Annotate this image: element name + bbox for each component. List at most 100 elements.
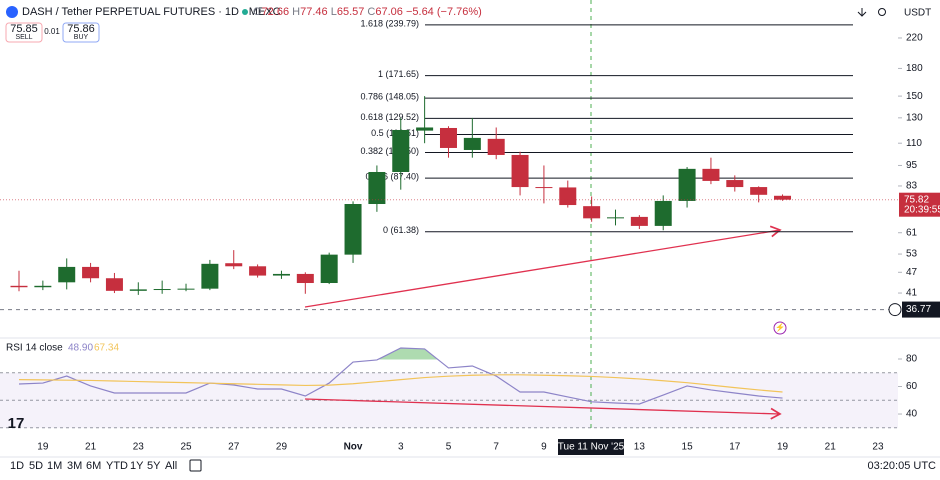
- x-tick-label: 21: [825, 442, 837, 453]
- range-button[interactable]: 5Y: [147, 460, 161, 472]
- x-tick-label: 3: [398, 442, 404, 453]
- range-button[interactable]: 1M: [47, 460, 62, 472]
- range-button[interactable]: 3M: [67, 460, 82, 472]
- fib-label: 0.236 (87.40): [365, 171, 419, 181]
- x-tick-label: 23: [872, 442, 884, 453]
- o-value: 72.66: [262, 6, 290, 18]
- candle-body: [583, 206, 601, 219]
- x-tick-label: Nov: [344, 442, 363, 453]
- sell-price: 75.85: [10, 23, 38, 35]
- x-tick-label: 5: [446, 442, 452, 453]
- c-value: 67.06: [375, 6, 403, 18]
- y-tick-label: 150: [906, 91, 923, 102]
- x-tick-label: 23: [133, 442, 145, 453]
- candle-body: [774, 195, 792, 200]
- candle-body: [726, 180, 744, 188]
- x-tick-label: 27: [228, 442, 240, 453]
- rsi-trend-line[interactable]: [304, 398, 782, 420]
- countdown: 20:39:55: [904, 204, 940, 215]
- candle-body: [439, 127, 457, 148]
- symbol-icon: [6, 6, 18, 18]
- crosshair-price: 36.77: [906, 304, 931, 315]
- rsi-y-tick-label: 80: [906, 354, 918, 365]
- x-tick-label: 13: [634, 442, 646, 453]
- rsi-ma-line: [18, 374, 783, 393]
- l-value: 65.57: [337, 6, 365, 18]
- range-button[interactable]: 1D: [10, 460, 24, 472]
- x-tick-label: 17: [729, 442, 741, 453]
- alert-glyph: ⚡: [775, 322, 785, 332]
- collapse-icon[interactable]: [857, 8, 867, 17]
- rsi-legend-value: 48.90: [68, 343, 93, 354]
- x-tick-label: 25: [180, 442, 192, 453]
- range-button[interactable]: 1Y: [130, 460, 144, 472]
- candle-body: [177, 288, 195, 290]
- h-value: 77.46: [300, 6, 328, 18]
- c-prefix: C: [367, 6, 375, 18]
- x-tick-label: 29: [276, 442, 288, 453]
- candle-body: [511, 154, 529, 188]
- y-tick-label: 220: [906, 33, 923, 44]
- y-tick-label: 130: [906, 112, 923, 123]
- x-tick-label: 15: [682, 442, 694, 453]
- rsi-legend-value: 67.34: [94, 343, 119, 354]
- candle-body: [559, 187, 577, 206]
- calendar-icon[interactable]: [189, 459, 202, 472]
- change: −5.64 (−7.76%): [406, 6, 482, 18]
- candle-body: [344, 204, 362, 255]
- x-tick-label: 9: [541, 442, 547, 453]
- x-tick-label: 19: [777, 442, 789, 453]
- last-price-tag: [899, 192, 940, 217]
- rsi-y-tick-label: 40: [906, 409, 918, 420]
- buy-label: BUY: [74, 34, 89, 41]
- y-tick-label: 180: [906, 63, 923, 74]
- candle-body: [607, 217, 624, 219]
- y-tick-label: 41: [906, 288, 918, 299]
- candle-body: [678, 168, 696, 201]
- candle-body: [702, 168, 720, 181]
- candle-body: [487, 138, 505, 155]
- candle-body: [654, 200, 672, 226]
- candle-body: [129, 289, 147, 291]
- y-tick-label: 53: [906, 249, 918, 260]
- buy-price: 75.86: [67, 23, 95, 35]
- y-tick-label: 47: [906, 267, 918, 278]
- fib-label: 0 (61.38): [383, 225, 419, 235]
- candle-body: [296, 273, 314, 284]
- qty: 0.01: [44, 27, 60, 36]
- rsi-overbought-fill: [377, 347, 438, 360]
- candle-body: [153, 289, 171, 291]
- candle-body: [630, 216, 648, 226]
- candle-body: [272, 273, 290, 276]
- candle-body: [249, 266, 267, 276]
- crosshair-date: Tue 11 Nov '25: [558, 442, 625, 453]
- l-prefix: L: [331, 6, 337, 18]
- candle-body: [58, 266, 76, 283]
- candle-body: [368, 171, 386, 205]
- y-tick-label: 95: [906, 160, 918, 171]
- sell-button[interactable]: [5, 22, 43, 43]
- y-tick-label: 61: [906, 227, 918, 238]
- rsi-title: RSI 14 close: [6, 343, 63, 354]
- range-button[interactable]: 6M: [86, 460, 101, 472]
- range-button[interactable]: All: [165, 460, 177, 472]
- settings-icon[interactable]: [878, 8, 886, 16]
- candle-body: [392, 129, 410, 172]
- alert-icon[interactable]: [773, 321, 787, 335]
- logo: 17: [8, 415, 25, 432]
- ohlc-legend: O72.66 H77.46 L65.57 C67.06 −5.64 (−7.76…: [253, 6, 482, 18]
- range-button[interactable]: YTD: [106, 460, 128, 472]
- rsi-line: [18, 347, 783, 405]
- chart-title: DASH / Tether PERPETUAL FUTURES · 1D · M…: [22, 6, 281, 18]
- range-button[interactable]: 5D: [29, 460, 43, 472]
- trend-line[interactable]: [304, 225, 782, 308]
- y-tick-label: 83: [906, 181, 918, 192]
- candle-body: [10, 285, 28, 288]
- rsi-y-tick-label: 60: [906, 381, 918, 392]
- candle-body: [225, 263, 243, 267]
- candle-body: [82, 266, 100, 279]
- x-tick-label: 21: [85, 442, 97, 453]
- buy-button[interactable]: [62, 22, 100, 43]
- fib-label: 1 (171.65): [378, 69, 419, 79]
